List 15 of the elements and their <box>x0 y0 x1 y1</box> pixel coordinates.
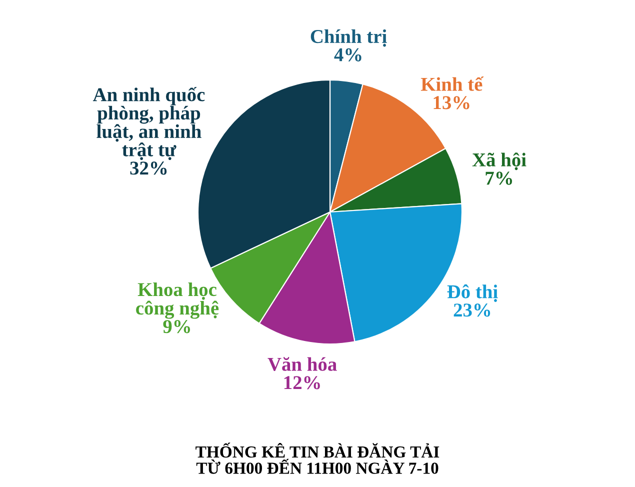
data-label: 23% <box>454 304 490 317</box>
slice-label: Khoa học công nghệ <box>136 282 219 319</box>
slice-label: Chính trị <box>310 29 387 47</box>
data-label: 32% <box>130 162 167 175</box>
slice-label: An ninh quốc phòng, pháp luật, an ninh trật tự <box>92 86 205 160</box>
slice-label: Xã hội <box>472 152 526 170</box>
data-label: 7% <box>486 172 512 185</box>
slice-label: Văn hóa <box>268 357 337 372</box>
text: THỐNG KÊ TIN BÀI ĐĂNG TẢI TỪ 6H00 ĐẾN 11H00 NGÀY 7-10 <box>196 442 440 474</box>
data-label: 4% <box>334 48 362 62</box>
slice-label: Đô thị <box>447 284 498 302</box>
data-label: 9% <box>163 320 190 334</box>
slice-label: Kinh tế <box>420 76 484 91</box>
data-label: 12% <box>284 376 320 390</box>
data-label: 13% <box>434 96 470 110</box>
